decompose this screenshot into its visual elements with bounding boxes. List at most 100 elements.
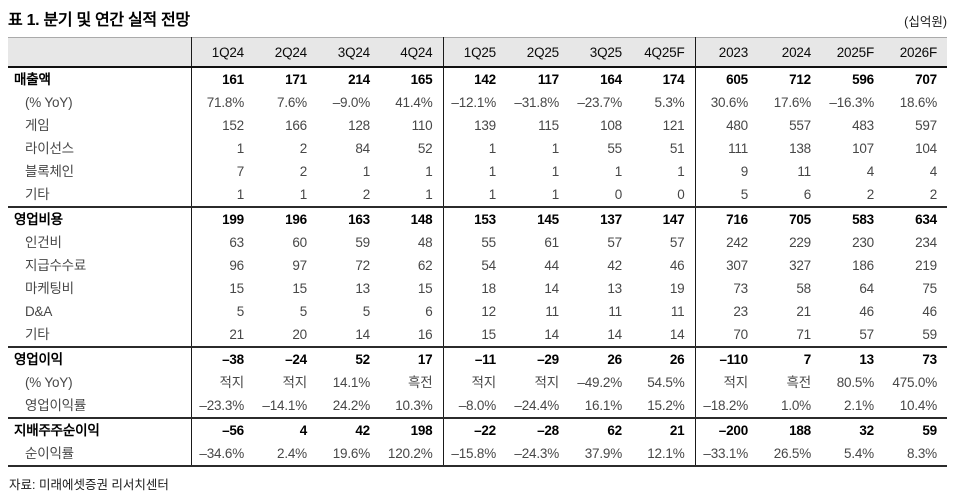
cell: 18 <box>442 277 506 300</box>
cell: 63 <box>229 235 244 250</box>
cell: 230 <box>852 235 874 250</box>
cell: 70 <box>694 323 758 347</box>
cell: 148 <box>380 206 443 231</box>
cell: 6 <box>803 187 812 202</box>
cell: 적지 <box>534 375 560 390</box>
row-label: 영업이익 <box>8 346 192 371</box>
cell: 138 <box>789 141 811 156</box>
table-row: 인건비 63 60 59 48 55 61 57 57 242 229 230 234 <box>8 231 947 254</box>
cell: 9 <box>694 160 758 183</box>
cell: 196 <box>254 206 317 231</box>
row-label: (% YoY) <box>8 371 192 394</box>
cell: 199 <box>191 206 254 231</box>
cell: 59 <box>884 417 947 442</box>
cell: 1.0% <box>781 398 811 413</box>
cell: 46 <box>669 258 685 273</box>
cell: 14.1% <box>332 375 370 390</box>
row-label: 기타 <box>8 323 192 347</box>
cell: 165 <box>410 72 433 87</box>
cell: 62 <box>569 417 632 442</box>
cell: –11 <box>442 346 506 371</box>
cell: 1 <box>425 187 433 202</box>
table-row: D&A 5 5 5 6 12 11 11 11 23 21 46 46 <box>8 300 947 323</box>
cell: 15 <box>417 281 433 296</box>
cell: 73 <box>884 346 947 371</box>
cell: 0 <box>614 187 623 202</box>
cell: 1 <box>442 160 506 183</box>
cell: –23.3% <box>199 398 244 413</box>
row-label: 영업비용 <box>8 206 192 231</box>
cell: 4 <box>254 417 317 442</box>
cell: 480 <box>694 114 758 137</box>
cell: 15.2% <box>647 398 685 413</box>
cell: –49.2% <box>577 375 622 390</box>
cell: 80.5% <box>836 375 874 390</box>
cell: 6 <box>425 304 433 319</box>
cell: 흑전 <box>786 375 812 390</box>
table-titlebar: 표 1. 분기 및 연간 실적 전망 (십억원) <box>8 6 947 30</box>
cell: –9.0% <box>332 95 370 110</box>
cell: 186 <box>852 258 874 273</box>
cell: –110 <box>694 346 758 371</box>
cell: 10.4% <box>899 398 937 413</box>
cell: 적지 <box>442 371 506 394</box>
cell: 72 <box>355 258 370 273</box>
cell: 242 <box>694 231 758 254</box>
row-label: 순이익률 <box>8 442 192 466</box>
cell: 4 <box>929 164 938 179</box>
table-row: 기타 21 20 14 16 15 14 14 14 70 71 57 59 <box>8 323 947 347</box>
cell: 115 <box>538 118 559 133</box>
cell: 17 <box>380 346 443 371</box>
cell: –22 <box>442 417 506 442</box>
cell: 163 <box>317 206 380 231</box>
cell: 13 <box>821 346 884 371</box>
cell: 214 <box>348 72 370 87</box>
cell: –15.8% <box>442 442 506 466</box>
cell: 5 <box>236 304 245 319</box>
table-row: 매출액 161 171 214 165 142 117 164 174 605 712 596 707 <box>8 67 947 91</box>
row-label: 기타 <box>8 183 192 207</box>
cell: 30.6% <box>694 91 758 114</box>
cell: 21 <box>796 304 811 319</box>
earnings-forecast-table: 1Q24 2Q24 3Q24 4Q24 1Q25 2Q25 3Q25 4Q25F 2023 202… <box>8 37 947 467</box>
cell: 152 <box>222 118 244 133</box>
unit-label: (십억원) <box>904 15 947 29</box>
cell: 4 <box>866 164 875 179</box>
table-row: 기타 1 1 2 1 1 1 0 0 5 6 2 2 <box>8 183 947 207</box>
cell: 14 <box>669 327 685 342</box>
cell: 16 <box>417 327 433 342</box>
cell: 48 <box>417 235 433 250</box>
cell: 128 <box>348 118 370 133</box>
corner-cell <box>8 37 192 67</box>
cell: 2.4% <box>277 446 307 461</box>
cell: 52 <box>417 141 433 156</box>
cell: 13 <box>607 281 622 296</box>
cell: 110 <box>411 118 433 133</box>
cell: 2.1% <box>844 398 874 413</box>
row-label: 블록체인 <box>8 160 192 183</box>
cell: 634 <box>884 206 947 231</box>
row-label: 지배주주순이익 <box>8 417 192 442</box>
cell: 145 <box>506 206 569 231</box>
cell: 111 <box>694 137 758 160</box>
cell: 17.6% <box>773 95 811 110</box>
header-row: 1Q24 2Q24 3Q24 4Q24 1Q25 2Q25 3Q25 4Q25F 2023 202… <box>8 37 947 67</box>
table-row: 순이익률 –34.6% 2.4% 19.6% 120.2% –15.8% –24.3% 37.… <box>8 442 947 466</box>
cell: 62 <box>417 258 433 273</box>
cell: 15 <box>442 323 506 347</box>
cell: 54 <box>442 254 506 277</box>
cell: 15 <box>229 281 244 296</box>
cell: 2 <box>299 164 308 179</box>
cell: 15 <box>292 281 307 296</box>
cell: 1 <box>551 187 560 202</box>
cell: 20 <box>292 327 307 342</box>
cell: 24.2% <box>332 398 370 413</box>
cell: 2 <box>929 187 938 202</box>
cell: –31.8% <box>514 95 559 110</box>
cell: 8.3% <box>907 446 937 461</box>
row-label: (% YoY) <box>8 91 192 114</box>
cell: 64 <box>859 281 874 296</box>
cell: –24.3% <box>514 446 559 461</box>
cell: 1 <box>614 164 623 179</box>
